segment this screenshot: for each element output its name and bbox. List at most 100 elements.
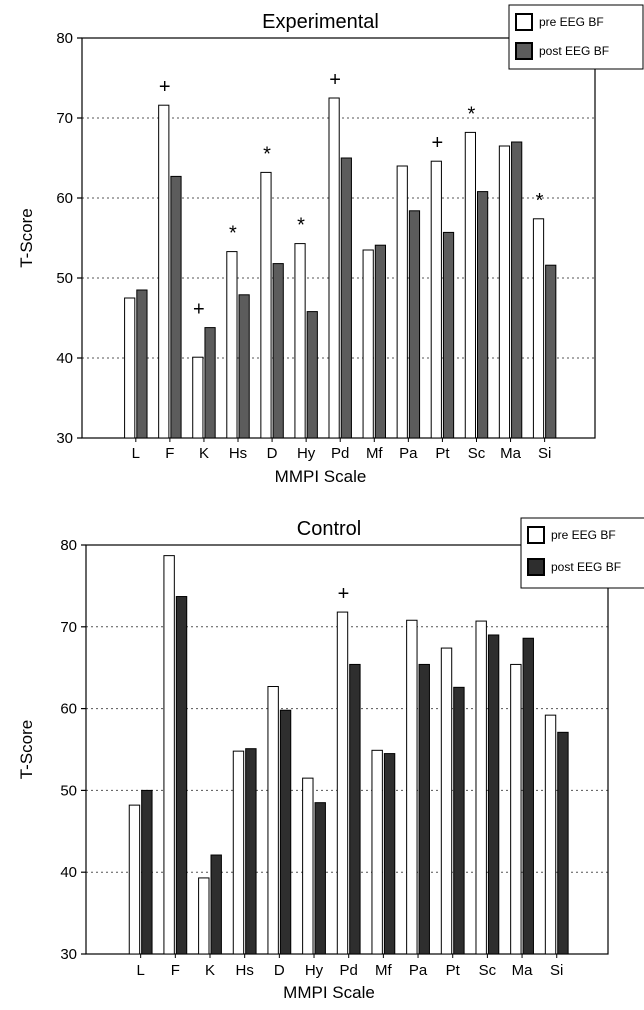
- bar-pre-Pd: [336, 611, 349, 955]
- x-tick-label: Sc: [468, 445, 486, 462]
- bar-post-Sc: [476, 191, 489, 439]
- x-tick-label: Pa: [399, 445, 418, 462]
- y-tick-label: 60: [56, 190, 73, 207]
- bar-post-Sc: [487, 634, 500, 955]
- bar-post-Pd: [340, 157, 352, 439]
- chart-title: Control: [297, 518, 361, 540]
- bar-post-Ma: [522, 637, 534, 955]
- bar-pre-Hs: [232, 750, 245, 955]
- legend-swatch-pre: [515, 13, 533, 31]
- bar-pre-Sc: [475, 620, 487, 955]
- legend-label: post EEG BF: [539, 44, 609, 58]
- x-tick-label: Pt: [446, 962, 461, 979]
- legend-label: pre EEG BF: [551, 528, 616, 542]
- y-tick-label: 50: [56, 270, 73, 287]
- x-tick-label: L: [132, 445, 140, 462]
- chart-panel-experimental: 30 40 50 60 70 80 L F K Hs D Hy Pd Mf Pa Pt Sc Ma Si + + * * * +…: [17, 4, 644, 486]
- bar-post-Ma: [511, 141, 523, 439]
- bar-post-Pt: [442, 231, 455, 439]
- significance-marker: +: [159, 76, 171, 98]
- bar-post-K: [204, 327, 216, 439]
- legend-swatch-post: [527, 558, 545, 576]
- y-tick-label: 60: [60, 701, 77, 718]
- bar-post-F: [170, 175, 182, 439]
- bar-pre-Hy: [302, 777, 314, 955]
- x-tick-label: Mf: [375, 962, 392, 979]
- bar-pre-Ma: [510, 663, 522, 955]
- y-tick-label: 70: [60, 619, 77, 636]
- significance-marker: +: [193, 299, 205, 321]
- y-tick-label: 80: [60, 537, 77, 554]
- bar-post-K: [210, 854, 222, 955]
- bar-pre-Sc: [464, 131, 476, 439]
- bar-pre-L: [124, 297, 136, 439]
- x-tick-label: Sc: [479, 962, 497, 979]
- bar-pre-Si: [532, 218, 545, 439]
- bar-post-Si: [557, 731, 569, 955]
- bar-post-L: [141, 789, 153, 955]
- bar-post-F: [175, 596, 188, 955]
- x-axis-title: MMPI Scale: [275, 467, 367, 486]
- bar-post-D: [279, 709, 292, 955]
- y-tick-label: 80: [56, 30, 73, 47]
- bar-post-Pa: [418, 663, 430, 955]
- bar-pre-F: [163, 555, 175, 955]
- y-tick-label: 40: [56, 350, 73, 367]
- x-tick-label: Hy: [305, 962, 324, 979]
- bar-pre-D: [260, 171, 272, 439]
- significance-marker: *: [297, 215, 305, 237]
- bar-post-D: [272, 263, 284, 439]
- significance-marker: +: [329, 69, 341, 91]
- x-tick-label: L: [136, 962, 144, 979]
- x-tick-label: Pd: [331, 445, 349, 462]
- significance-marker: *: [467, 103, 475, 125]
- bar-post-Hy: [314, 802, 326, 955]
- x-tick-label: Mf: [366, 445, 383, 462]
- chart-title: Experimental: [262, 11, 379, 33]
- bar-post-Pd: [349, 663, 361, 955]
- x-tick-label: Si: [550, 962, 563, 979]
- y-tick-label: 50: [60, 782, 77, 799]
- y-tick-label: 30: [60, 946, 77, 963]
- bar-pre-K: [198, 877, 210, 955]
- bar-pre-Ma: [498, 145, 511, 439]
- chart-panel-control: 30 40 50 60 70 80 L F K Hs D Hy Pd Mf Pa Pt Sc Ma Si + Contr…: [17, 517, 644, 1002]
- bar-pre-Pt: [430, 160, 442, 439]
- x-tick-label: D: [267, 445, 278, 462]
- bar-pre-D: [267, 686, 279, 955]
- x-tick-label: K: [199, 445, 209, 462]
- x-tick-label: Ma: [500, 445, 521, 462]
- y-tick-label: 30: [56, 430, 73, 447]
- bar-post-Mf: [383, 753, 396, 955]
- x-tick-label: Si: [538, 445, 551, 462]
- x-tick-label: Pd: [340, 962, 358, 979]
- bar-pre-Pd: [328, 97, 340, 439]
- bar-pre-Mf: [371, 749, 383, 955]
- legend: pre EEG BF post EEG BF: [520, 517, 644, 589]
- bar-post-Hs: [238, 294, 250, 439]
- bar-pre-Si: [544, 714, 557, 955]
- bar-post-Pa: [408, 210, 421, 439]
- x-tick-label: Ma: [512, 962, 533, 979]
- significance-marker: +: [338, 583, 350, 605]
- x-tick-label: Hy: [297, 445, 316, 462]
- bar-post-Hs: [245, 748, 257, 955]
- bar-pre-Pt: [440, 647, 453, 955]
- legend: pre EEG BF post EEG BF: [508, 4, 644, 70]
- bar-pre-Hs: [226, 251, 238, 439]
- legend-swatch-post: [515, 42, 533, 60]
- x-tick-label: K: [205, 962, 215, 979]
- significance-marker: *: [229, 223, 237, 245]
- bar-pre-L: [128, 804, 141, 955]
- bar-pre-K: [192, 356, 204, 439]
- y-axis-title: T-Score: [17, 208, 36, 268]
- y-axis-title: T-Score: [17, 720, 36, 780]
- bar-post-Hy: [306, 311, 318, 439]
- significance-marker: +: [431, 132, 443, 154]
- significance-marker: *: [536, 190, 544, 212]
- legend-label: pre EEG BF: [539, 15, 604, 29]
- y-tick-label: 70: [56, 110, 73, 127]
- bar-pre-Pa: [406, 619, 418, 955]
- bar-pre-Hy: [294, 243, 306, 439]
